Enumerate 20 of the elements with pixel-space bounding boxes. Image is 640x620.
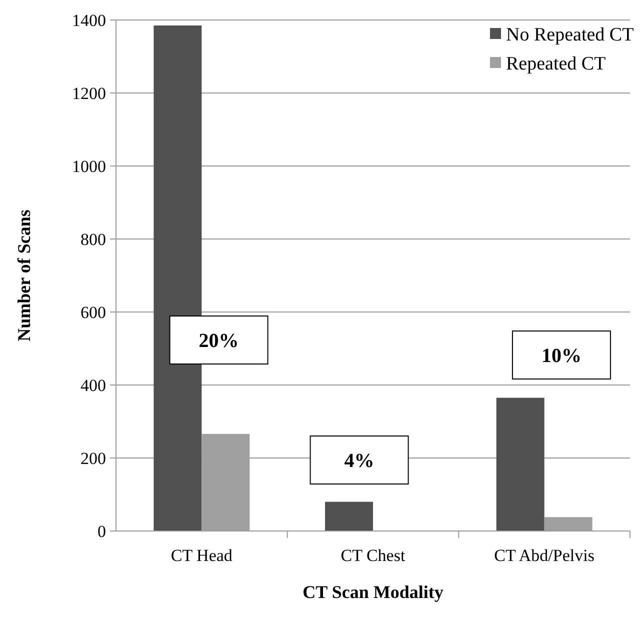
x-tick-label: CT Chest: [340, 546, 406, 565]
y-tick-label: 600: [80, 302, 106, 322]
y-tick-label: 1000: [72, 156, 106, 176]
legend-label: No Repeated CT: [506, 24, 634, 46]
x-tick-label: CT Abd/Pelvis: [494, 546, 594, 565]
y-tick-label: 0: [98, 522, 106, 541]
annotation: 4%: [344, 450, 374, 472]
bar: [496, 398, 544, 531]
annotation: 20%: [198, 330, 239, 352]
annotation: 10%: [541, 345, 582, 367]
legend-label: Repeated CT: [506, 54, 606, 75]
y-tick-label: 1400: [72, 10, 106, 30]
x-tick-label: CT Head: [170, 546, 233, 565]
y-axis-title: Number of Scans: [14, 210, 34, 342]
y-tick-label: 1200: [72, 84, 106, 103]
x-axis-title: CT Scan Modality: [302, 582, 444, 602]
y-tick-label: 400: [80, 376, 106, 395]
y-tick-label: 200: [80, 448, 106, 468]
bar: [325, 502, 373, 531]
y-tick-label: 800: [80, 230, 106, 249]
